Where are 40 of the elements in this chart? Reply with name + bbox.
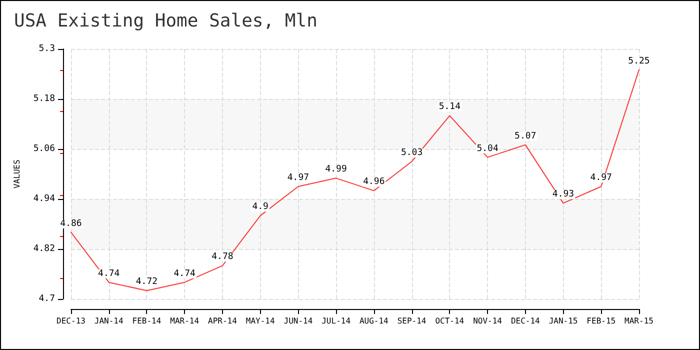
x-tick-label: NOV-14 [473, 316, 502, 326]
x-tick-label: MAR-14 [170, 316, 200, 326]
y-tick-label: 4.94 [33, 194, 55, 204]
y-tick-label: 5.06 [33, 144, 55, 154]
x-tick-label: OCT-14 [435, 316, 464, 326]
x-tick-label: JUL-14 [322, 316, 351, 326]
chart-title: USA Existing Home Sales, Mln [14, 10, 318, 32]
data-label: 4.93 [552, 190, 574, 200]
data-label: 4.72 [136, 277, 158, 288]
y-tick-label: 4.82 [33, 244, 55, 254]
x-tick-label: AUG-14 [359, 316, 389, 326]
data-label: 4.74 [174, 268, 196, 279]
data-label: 4.99 [325, 164, 347, 175]
y-tick-label: 4.7 [38, 294, 55, 304]
data-label: 4.97 [287, 173, 310, 183]
data-label: 5.25 [628, 56, 650, 66]
data-label: 4.74 [98, 268, 120, 279]
y-tick-label: 5.3 [38, 44, 55, 54]
x-tick-label: SEP-14 [397, 316, 426, 326]
data-label: 4.78 [212, 252, 234, 262]
data-label: 4.97 [590, 173, 612, 183]
data-label: 5.03 [400, 148, 423, 158]
data-label: 4.9 [252, 202, 268, 212]
x-tick-label: JAN-14 [94, 316, 124, 326]
x-tick-label: APR-14 [208, 316, 238, 326]
y-tick-label: 5.18 [33, 94, 55, 104]
x-tick-label: FEB-14 [132, 316, 162, 326]
x-tick-label: MAR-15 [624, 316, 654, 326]
data-label: 5.04 [476, 144, 498, 154]
x-tick-label: MAY-14 [246, 316, 275, 326]
y-axis-title: VALUES [12, 159, 22, 188]
x-tick-label: JAN-15 [548, 316, 578, 326]
data-label: 4.86 [60, 218, 82, 229]
data-label: 5.07 [514, 131, 536, 142]
data-label: 5.14 [438, 102, 461, 112]
x-tick-label: FEB-15 [586, 316, 616, 326]
x-tick-label: DEC-14 [510, 316, 540, 326]
x-tick-label: DEC-13 [56, 316, 86, 326]
data-label: 4.96 [363, 177, 385, 188]
x-tick-label: JUN-14 [284, 316, 313, 326]
